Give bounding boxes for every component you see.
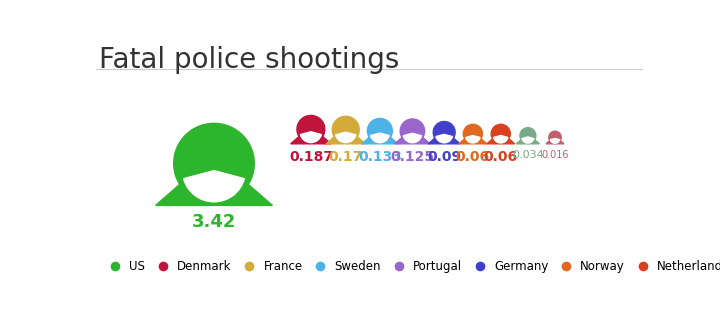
Polygon shape	[203, 165, 225, 192]
Text: 0.187: 0.187	[289, 150, 333, 164]
Circle shape	[217, 149, 251, 182]
Circle shape	[413, 126, 423, 137]
Circle shape	[501, 130, 510, 138]
Circle shape	[520, 128, 536, 143]
Polygon shape	[395, 132, 430, 144]
Polygon shape	[307, 130, 315, 139]
Polygon shape	[553, 138, 557, 142]
Circle shape	[177, 149, 211, 182]
Circle shape	[528, 133, 535, 139]
Circle shape	[400, 119, 425, 143]
Circle shape	[464, 130, 472, 138]
Text: 0.06: 0.06	[456, 150, 490, 164]
Wedge shape	[550, 138, 559, 143]
Polygon shape	[459, 134, 487, 144]
Text: 0.06: 0.06	[484, 150, 518, 164]
Polygon shape	[409, 132, 416, 140]
Wedge shape	[300, 132, 321, 143]
Legend: US, Denmark, France, Sweden, Portugal, Germany, Norway, Netherlands, Finland, En: US, Denmark, France, Sweden, Portugal, G…	[99, 255, 720, 278]
Polygon shape	[326, 131, 365, 144]
Circle shape	[491, 124, 510, 143]
Circle shape	[492, 130, 500, 138]
Circle shape	[367, 118, 392, 143]
Text: 0.016: 0.016	[541, 150, 569, 160]
Wedge shape	[184, 171, 244, 202]
Polygon shape	[441, 133, 447, 140]
Circle shape	[333, 125, 345, 136]
Polygon shape	[291, 130, 331, 144]
Circle shape	[401, 126, 412, 137]
Polygon shape	[377, 131, 383, 140]
Wedge shape	[493, 136, 508, 143]
Wedge shape	[336, 132, 356, 143]
Wedge shape	[522, 137, 534, 143]
Wedge shape	[403, 133, 422, 143]
Polygon shape	[516, 136, 539, 144]
Polygon shape	[546, 138, 564, 144]
Circle shape	[298, 124, 310, 136]
Circle shape	[346, 125, 358, 136]
Circle shape	[434, 128, 444, 137]
Circle shape	[549, 135, 554, 140]
Text: 0.17: 0.17	[328, 150, 363, 164]
Circle shape	[312, 124, 323, 136]
Circle shape	[297, 115, 325, 143]
Polygon shape	[487, 134, 515, 144]
Polygon shape	[156, 165, 272, 205]
Circle shape	[332, 116, 359, 143]
Wedge shape	[371, 133, 390, 143]
Text: 3.42: 3.42	[192, 213, 236, 231]
Polygon shape	[470, 134, 475, 141]
Circle shape	[555, 135, 561, 140]
Polygon shape	[428, 133, 460, 144]
Text: 0.125: 0.125	[390, 150, 434, 164]
Circle shape	[174, 123, 254, 203]
Polygon shape	[342, 131, 349, 139]
Text: Fatal police shootings: Fatal police shootings	[99, 46, 400, 74]
Circle shape	[521, 133, 527, 139]
Wedge shape	[466, 136, 480, 143]
Polygon shape	[498, 134, 503, 141]
Text: 0.09: 0.09	[427, 150, 462, 164]
Circle shape	[549, 131, 561, 144]
Circle shape	[474, 130, 482, 138]
Polygon shape	[526, 136, 530, 141]
Circle shape	[445, 128, 454, 137]
Circle shape	[463, 124, 482, 143]
Text: 0.034: 0.034	[512, 150, 544, 160]
Circle shape	[369, 126, 379, 137]
Circle shape	[433, 121, 455, 143]
Circle shape	[381, 126, 391, 137]
Polygon shape	[361, 131, 398, 144]
Text: 0.133: 0.133	[358, 150, 402, 164]
Wedge shape	[436, 134, 452, 143]
